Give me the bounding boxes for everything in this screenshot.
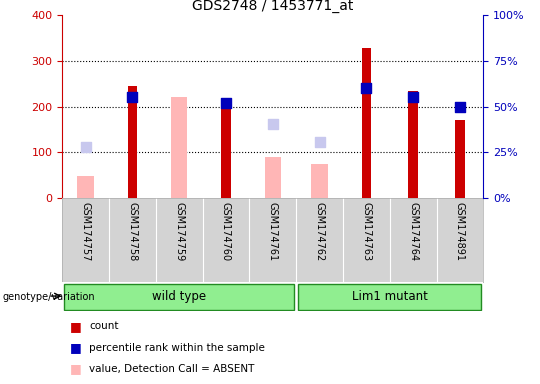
Text: value, Detection Call = ABSENT: value, Detection Call = ABSENT — [89, 364, 254, 374]
Text: GSM174763: GSM174763 — [361, 202, 372, 261]
Bar — [171, 96, 187, 198]
Bar — [77, 176, 94, 198]
Text: GSM174891: GSM174891 — [455, 202, 465, 261]
Bar — [362, 48, 371, 198]
Text: Lim1 mutant: Lim1 mutant — [352, 290, 428, 303]
Bar — [221, 102, 231, 198]
Bar — [265, 157, 281, 198]
Text: GSM174760: GSM174760 — [221, 202, 231, 261]
Text: GSM174759: GSM174759 — [174, 202, 184, 261]
Point — [409, 94, 417, 101]
Text: percentile rank within the sample: percentile rank within the sample — [89, 343, 265, 353]
Point — [456, 104, 464, 110]
Text: GSM174761: GSM174761 — [268, 202, 278, 261]
Text: ■: ■ — [70, 320, 82, 333]
Title: GDS2748 / 1453771_at: GDS2748 / 1453771_at — [192, 0, 353, 13]
Text: ■: ■ — [70, 362, 82, 375]
Text: ■: ■ — [70, 383, 82, 384]
Point — [128, 94, 137, 101]
Bar — [299, 284, 481, 310]
Bar — [455, 120, 464, 198]
Text: wild type: wild type — [152, 290, 206, 303]
Point — [315, 139, 324, 145]
Text: GSM174764: GSM174764 — [408, 202, 418, 261]
Point — [221, 100, 230, 106]
Point — [81, 144, 90, 150]
Point — [268, 121, 277, 127]
Text: GSM174757: GSM174757 — [80, 202, 91, 262]
Text: genotype/variation: genotype/variation — [3, 291, 96, 302]
Text: GSM174762: GSM174762 — [314, 202, 325, 261]
Bar — [311, 164, 328, 198]
Point — [362, 85, 370, 91]
Text: GSM174758: GSM174758 — [127, 202, 137, 261]
Bar — [64, 284, 294, 310]
Text: ■: ■ — [70, 341, 82, 354]
Bar — [408, 91, 418, 198]
Text: count: count — [89, 321, 119, 331]
Bar — [127, 86, 137, 198]
